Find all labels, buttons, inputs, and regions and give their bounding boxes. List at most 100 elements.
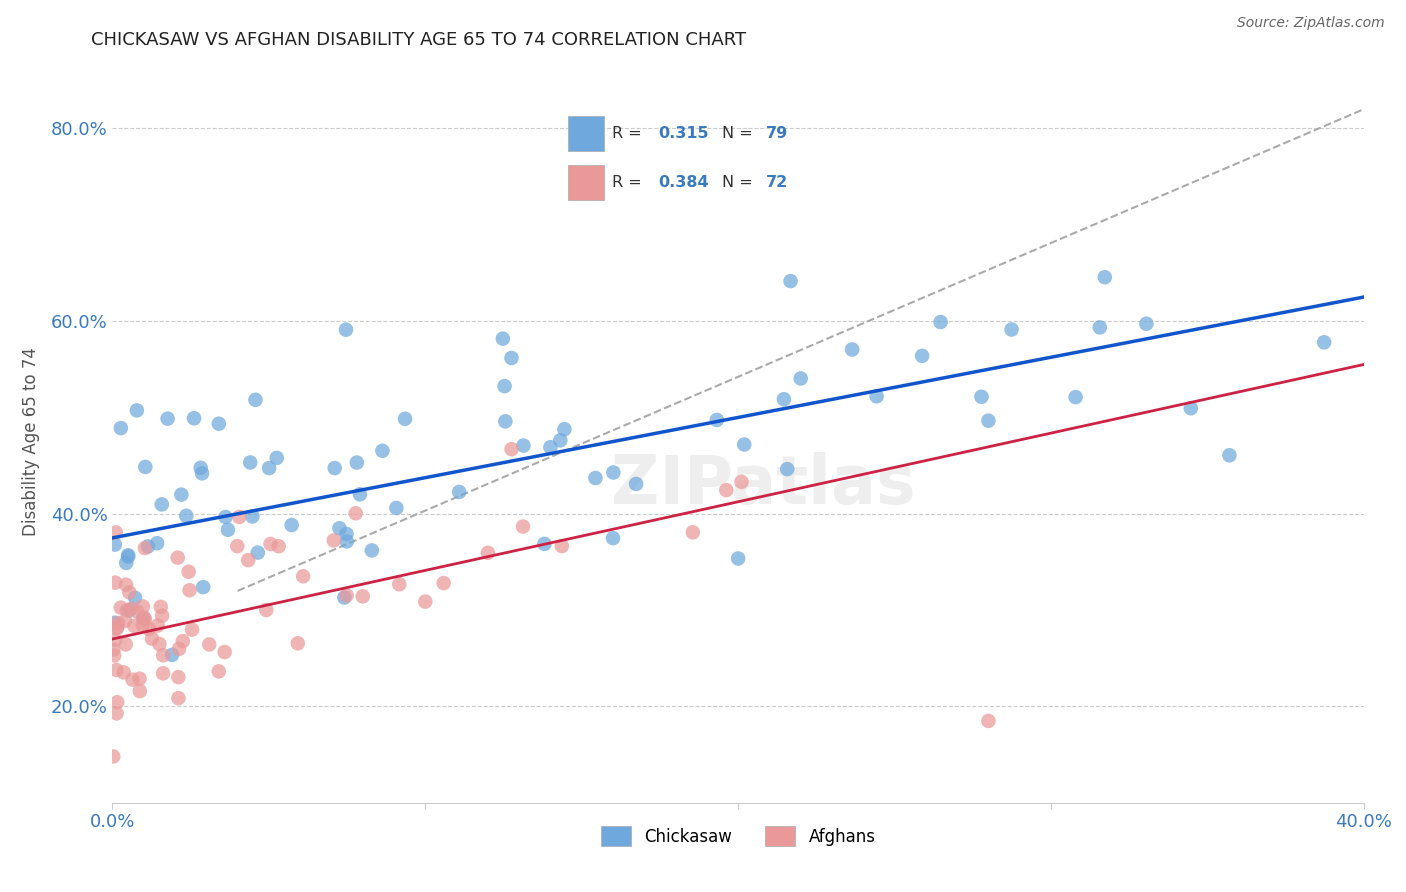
Point: [1064, 390, 1087, 404]
Point: [121, 601, 143, 615]
Point: [152, 666, 174, 681]
Point: [1094, 270, 1116, 285]
Point: [733, 437, 755, 451]
Point: [134, 613, 156, 627]
Point: [776, 462, 799, 476]
Point: [267, 539, 290, 553]
Point: [449, 485, 471, 500]
Point: [287, 636, 309, 650]
Text: ZIPatlas: ZIPatlas: [610, 452, 915, 518]
Point: [394, 411, 416, 425]
Point: [146, 618, 169, 632]
Point: [118, 603, 141, 617]
Point: [929, 315, 952, 329]
Point: [335, 323, 357, 337]
Point: [336, 534, 359, 549]
Point: [150, 608, 173, 623]
Point: [105, 620, 128, 634]
Point: [841, 343, 863, 357]
Point: [266, 450, 288, 465]
Point: [257, 461, 280, 475]
Point: [103, 648, 125, 663]
Point: [352, 590, 374, 604]
Point: [115, 578, 138, 592]
Point: [110, 600, 132, 615]
Point: [322, 533, 344, 548]
Point: [790, 371, 813, 385]
Point: [1088, 320, 1111, 334]
Point: [167, 670, 190, 684]
Point: [138, 622, 160, 636]
Point: [117, 549, 139, 563]
Point: [214, 510, 236, 524]
Point: [217, 523, 239, 537]
Point: [115, 556, 138, 570]
Point: [349, 487, 371, 501]
Point: [208, 417, 231, 431]
Point: [177, 565, 200, 579]
Point: [193, 580, 215, 594]
Point: [492, 332, 515, 346]
Point: [246, 545, 269, 559]
Point: [1313, 335, 1336, 350]
Point: [117, 549, 139, 564]
Point: [156, 411, 179, 425]
Point: [228, 510, 250, 524]
Point: [132, 599, 155, 614]
Point: [107, 615, 129, 630]
Point: [118, 585, 141, 599]
Point: [190, 460, 212, 475]
Point: [167, 641, 190, 656]
Point: [115, 603, 138, 617]
Point: [179, 583, 201, 598]
Point: [970, 390, 993, 404]
Point: [624, 477, 647, 491]
Point: [112, 665, 135, 680]
Point: [501, 442, 523, 457]
Point: [191, 467, 214, 481]
Point: [128, 684, 150, 698]
Point: [104, 525, 127, 540]
Point: [105, 695, 128, 709]
Point: [501, 351, 523, 365]
Point: [174, 508, 197, 523]
Point: [105, 706, 128, 721]
Point: [172, 634, 194, 648]
Point: [585, 471, 607, 485]
Point: [727, 551, 749, 566]
Point: [104, 575, 127, 590]
Point: [512, 519, 534, 533]
Point: [550, 434, 572, 448]
Point: [553, 422, 575, 436]
Point: [134, 459, 156, 474]
Point: [104, 615, 127, 630]
Point: [433, 576, 456, 591]
Point: [141, 632, 163, 646]
Point: [103, 642, 125, 657]
Point: [259, 537, 281, 551]
Point: [146, 536, 169, 550]
Point: [105, 622, 128, 636]
Point: [104, 538, 127, 552]
Point: [977, 414, 1000, 428]
Point: [602, 531, 624, 545]
Point: [346, 456, 368, 470]
Point: [540, 440, 562, 454]
Point: [415, 594, 437, 608]
Point: [371, 443, 394, 458]
Point: [335, 527, 357, 541]
Y-axis label: Disability Age 65 to 74: Disability Age 65 to 74: [21, 347, 39, 536]
Point: [214, 645, 236, 659]
Point: [360, 543, 382, 558]
Point: [105, 663, 128, 677]
Point: [280, 518, 302, 533]
Point: [148, 637, 170, 651]
Point: [730, 475, 752, 489]
Point: [121, 673, 143, 687]
Point: [682, 525, 704, 540]
Point: [911, 349, 934, 363]
Point: [865, 389, 887, 403]
Point: [124, 591, 146, 605]
Point: [388, 577, 411, 591]
Point: [104, 633, 127, 648]
